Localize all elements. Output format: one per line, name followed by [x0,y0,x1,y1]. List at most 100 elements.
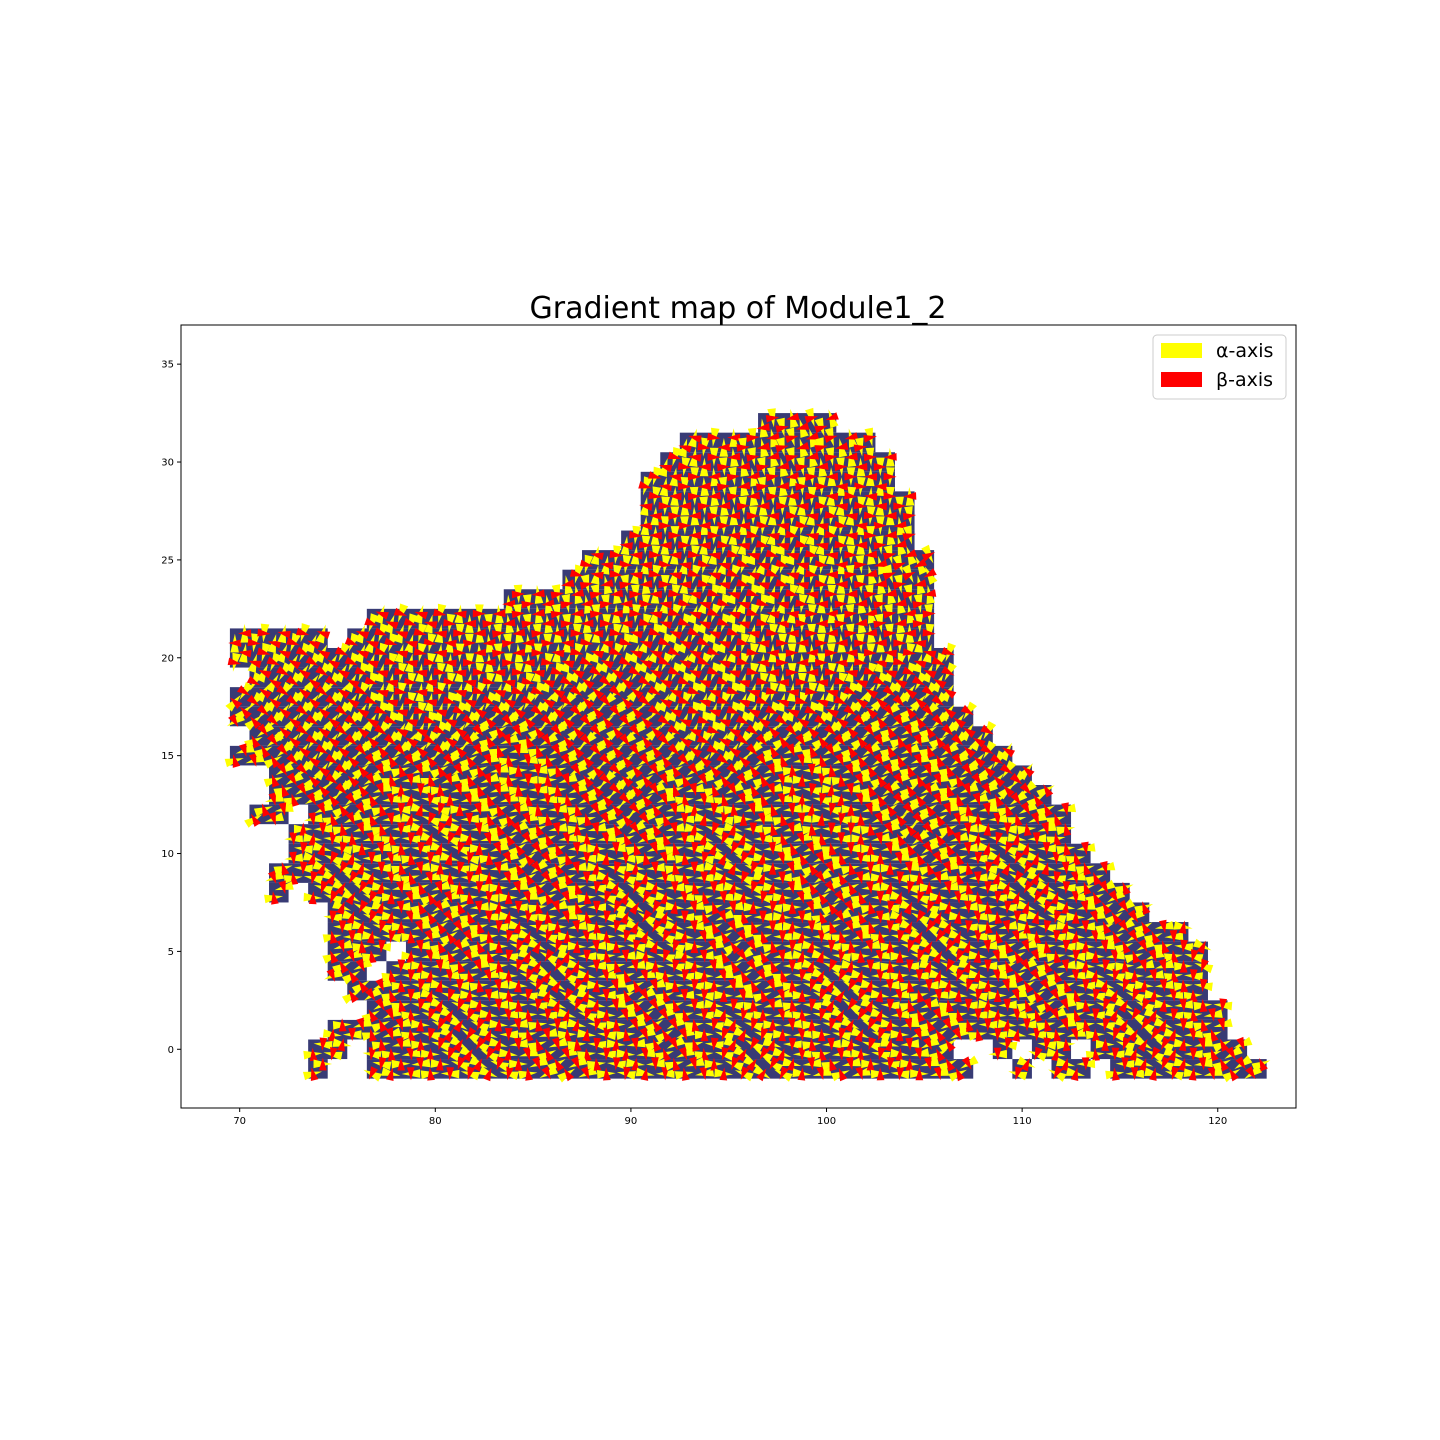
beta-arrow [896,1066,905,1081]
beta-arrow [776,522,790,531]
beta-arrow [903,608,917,617]
alpha-arrow [1124,1026,1143,1040]
alpha-arrow [811,968,831,980]
beta-arrow [873,752,884,767]
beta-arrow [266,714,279,726]
beta-arrow [844,571,858,580]
beta-arrow [1071,969,1080,983]
beta-arrow [668,572,683,580]
beta-arrow [717,463,731,472]
beta-arrow [974,851,983,865]
beta-arrow [330,813,339,827]
beta-arrow [696,656,711,666]
beta-arrow [858,911,867,925]
beta-arrow [1033,1027,1042,1042]
beta-arrow [895,1008,904,1022]
beta-arrow [785,629,799,638]
beta-arrow [659,792,668,806]
beta-arrow [358,784,369,798]
beta-arrow [374,997,385,1011]
beta-arrow [896,871,905,885]
beta-arrow [825,999,835,1013]
beta-arrow [502,618,516,627]
beta-arrow [462,639,477,648]
beta-arrow [905,1057,914,1071]
beta-arrow [746,648,760,656]
beta-arrow [592,784,604,798]
beta-arrow [337,1037,345,1052]
beta-arrow [804,416,819,424]
beta-arrow [544,1048,555,1062]
beta-arrow [824,530,838,539]
alpha-arrow [1143,1007,1163,1019]
beta-arrow [532,1056,541,1071]
alpha-arrow [1020,780,1037,797]
beta-arrow [513,743,521,758]
beta-arrow [1022,766,1035,778]
beta-arrow [378,1056,387,1071]
beta-arrow [522,930,531,945]
beta-arrow [826,783,835,797]
beta-arrow [609,704,621,717]
beta-arrow [844,762,854,777]
beta-arrow [736,578,750,587]
beta-arrow [873,483,888,491]
beta-arrow [345,811,355,826]
beta-arrow [1235,1056,1246,1070]
beta-arrow [759,1008,768,1022]
beta-arrow [378,939,386,953]
beta-arrow [481,695,495,705]
beta-arrow [648,512,663,521]
beta-arrow [416,1057,424,1071]
beta-arrow [513,880,521,895]
beta-arrow [326,968,336,982]
alpha-arrow [353,883,373,896]
beta-arrow [648,550,662,559]
alpha-arrow [928,947,948,961]
beta-arrow [657,656,672,666]
beta-arrow [404,660,418,668]
beta-arrow [728,747,742,758]
beta-arrow [807,763,816,777]
beta-arrow [545,812,553,827]
beta-arrow [795,562,810,571]
beta-arrow [345,792,357,805]
beta-arrow [935,929,946,943]
alpha-arrow [850,1027,870,1039]
alpha-arrow [743,1055,761,1070]
beta-arrow [600,659,614,669]
beta-arrow [834,1009,845,1023]
beta-arrow [289,851,297,865]
alpha-arrow [884,682,900,700]
beta-arrow [805,432,820,440]
beta-arrow [290,871,299,886]
beta-arrow [446,871,455,885]
beta-arrow [1033,890,1044,904]
alpha-arrow [733,1026,752,1039]
alpha-arrow [1009,873,1028,887]
beta-arrow [886,804,898,818]
beta-arrow [914,697,927,710]
beta-arrow [535,1018,543,1032]
beta-arrow [1196,940,1206,955]
beta-arrow [388,929,397,944]
beta-arrow [824,511,838,519]
beta-arrow [484,988,493,1002]
beta-arrow [717,852,727,866]
beta-arrow [623,1066,631,1081]
alpha-arrow [1048,1069,1067,1082]
beta-arrow [1023,1018,1031,1032]
beta-arrow [570,762,581,776]
beta-arrow [902,533,916,541]
beta-arrow [866,959,875,973]
beta-arrow [746,630,761,639]
beta-arrow [475,1036,487,1050]
beta-arrow [364,987,376,1001]
beta-arrow [699,812,707,827]
beta-arrow [993,988,1002,1002]
beta-arrow [828,802,837,816]
beta-arrow [677,753,689,766]
beta-arrow [425,870,433,885]
beta-arrow [602,988,611,1002]
beta-arrow [386,1067,394,1081]
